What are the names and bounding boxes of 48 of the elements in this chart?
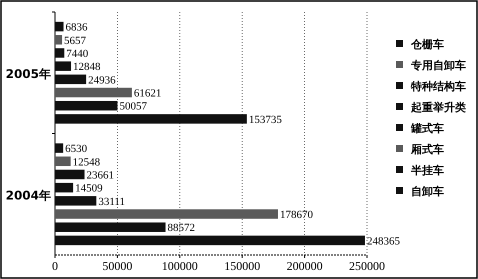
bar (55, 196, 96, 206)
bar (55, 156, 71, 166)
legend-label: 起重举升类 (410, 101, 466, 114)
bar (55, 22, 64, 32)
legend-label: 半挂车 (410, 164, 444, 177)
legend-label: 专用自卸车 (410, 59, 466, 72)
data-label: 23661 (86, 169, 114, 182)
bar (55, 182, 74, 192)
data-label: 24936 (88, 74, 116, 86)
x-tick-label: 250000 (349, 259, 385, 273)
data-label: 12848 (73, 61, 102, 74)
x-tick-label: 50000 (102, 259, 132, 273)
bar (55, 88, 132, 98)
bar (55, 61, 72, 71)
x-tick-label: 100000 (162, 259, 198, 273)
data-label: 248365 (366, 235, 400, 248)
bar (55, 236, 365, 246)
legend-label: 特种结构车 (410, 80, 466, 93)
data-label: 7440 (66, 48, 89, 60)
bar (55, 222, 166, 232)
y-tick-label: 2005年 (6, 66, 51, 81)
bar (55, 74, 86, 84)
data-label: 6836 (66, 22, 88, 34)
bar (55, 143, 64, 153)
x-tick-label: 200000 (286, 259, 323, 273)
legend-label: 厢式车 (410, 143, 444, 156)
bar (55, 100, 118, 110)
legend-label: 罐式车 (410, 122, 444, 135)
data-label: 88572 (168, 222, 196, 234)
legend-label: 自卸车 (411, 185, 444, 198)
data-label: 12548 (72, 156, 101, 168)
bar (55, 35, 62, 45)
data-label: 6530 (65, 143, 88, 156)
data-label: 61621 (134, 88, 162, 100)
y-tick-label: 2004年 (6, 188, 51, 202)
data-label: 50057 (119, 100, 148, 113)
bar (55, 114, 247, 124)
x-tick-label: 150000 (224, 259, 260, 273)
data-label: 153735 (248, 114, 282, 126)
x-tick-label: 0 (52, 259, 58, 273)
data-label: 5657 (64, 34, 87, 47)
data-label: 178670 (280, 209, 314, 222)
bar (55, 170, 85, 180)
bar (55, 48, 64, 58)
bar (55, 209, 278, 219)
data-label: 33111 (98, 196, 126, 208)
legend-label: 仓栅车 (410, 38, 444, 51)
data-label: 14509 (75, 182, 104, 195)
